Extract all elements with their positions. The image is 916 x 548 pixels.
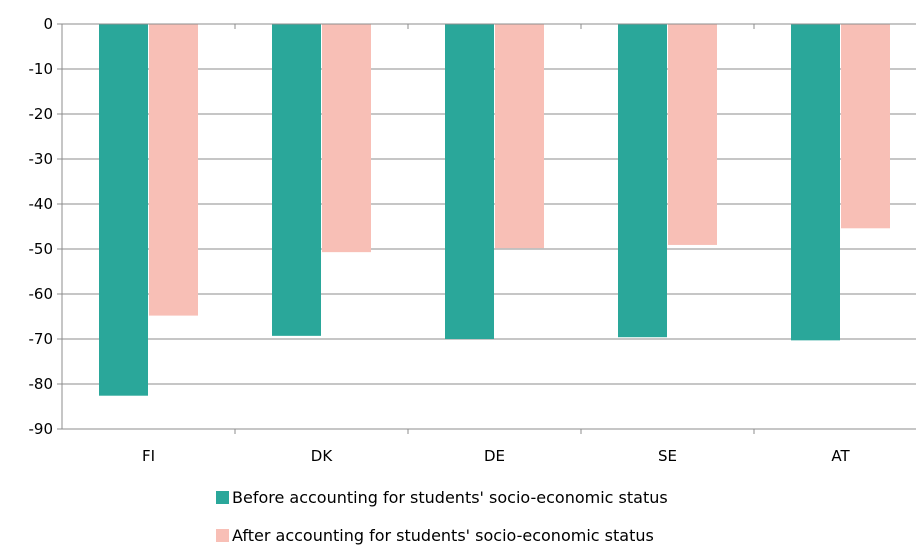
y-tick-label: -10 — [29, 60, 54, 78]
bar-before-at — [791, 24, 840, 341]
y-tick-label: -40 — [29, 195, 54, 213]
legend-label-after: After accounting for students' socio-eco… — [232, 526, 654, 545]
y-tick-label: -90 — [29, 420, 54, 438]
bar-before-dk — [272, 24, 321, 336]
bar-before-de — [445, 24, 494, 339]
bar-after-fi — [149, 24, 198, 316]
y-tick-label: -60 — [29, 285, 54, 303]
legend-item-after: After accounting for students' socio-eco… — [216, 526, 654, 545]
bar-after-se — [668, 24, 717, 245]
bar-before-se — [618, 24, 667, 338]
x-tick-label: FI — [142, 447, 155, 465]
bar-after-de — [495, 24, 544, 249]
y-tick-label: -20 — [29, 105, 54, 123]
bar-chart: 0 -10 -20 -30 -40 -50 -60 -70 -80 -90 FI DK DE SE AT — [29, 15, 916, 465]
y-tick-label: -30 — [29, 150, 54, 168]
y-tick-label: -70 — [29, 330, 54, 348]
bar-after-at — [841, 24, 890, 229]
x-tick-label: SE — [658, 447, 677, 465]
y-tick-label: 0 — [43, 15, 53, 33]
x-tick-label: DK — [311, 447, 334, 465]
x-tick-label: DE — [484, 447, 505, 465]
x-tick-label: AT — [831, 447, 850, 465]
legend-swatch-after — [216, 529, 229, 542]
y-tick-label: -80 — [29, 375, 54, 393]
bar-after-dk — [322, 24, 371, 253]
legend-item-before: Before accounting for students' socio-ec… — [216, 488, 668, 507]
bar-before-fi — [99, 24, 148, 396]
y-tick-label: -50 — [29, 240, 54, 258]
legend-swatch-before — [216, 491, 229, 504]
legend-label-before: Before accounting for students' socio-ec… — [232, 488, 668, 507]
